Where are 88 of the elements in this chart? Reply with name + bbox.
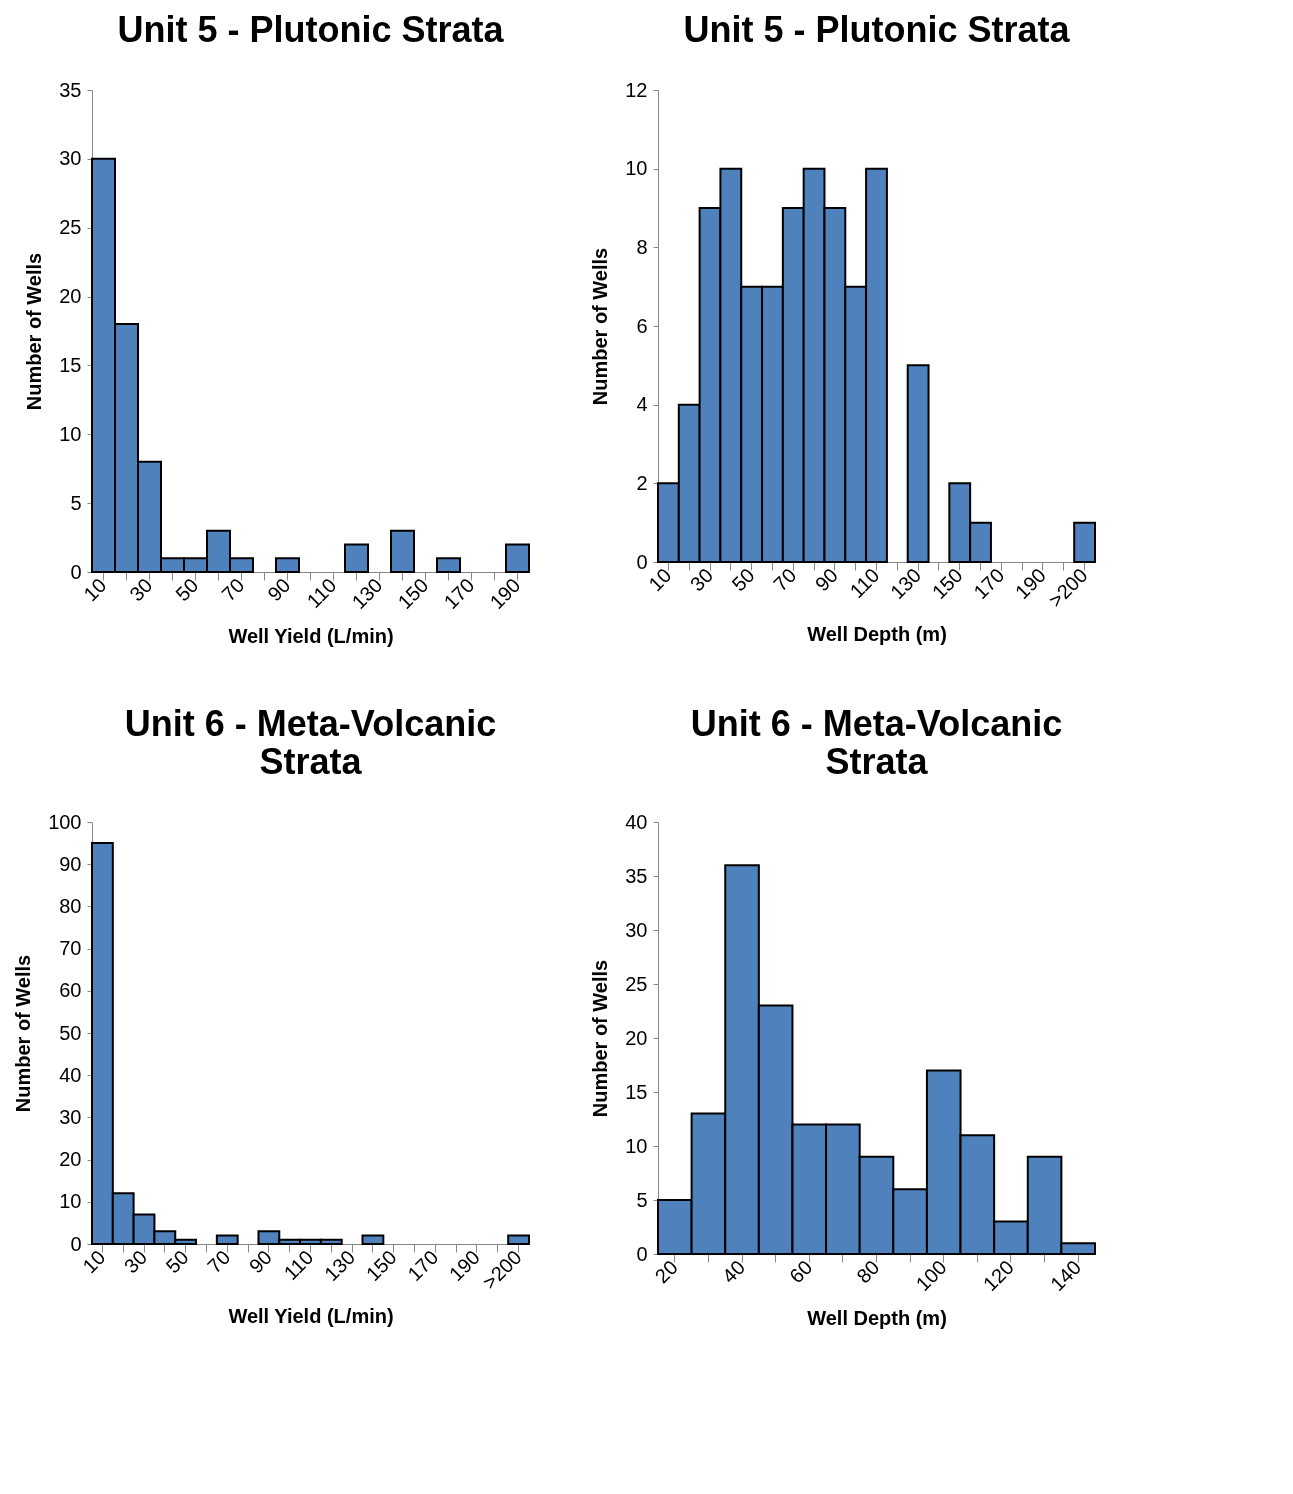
bar: [215, 1234, 239, 1245]
bar: [361, 1234, 385, 1245]
y-tick-label: 10: [59, 1190, 82, 1213]
y-tick-label: 25: [59, 216, 82, 239]
y-tick-label: 5: [636, 1188, 648, 1211]
y-axis-title: Number of Wells: [23, 252, 46, 411]
x-tick-label: 140: [1046, 1256, 1086, 1296]
x-axis-title: Well Depth (m): [807, 1307, 947, 1330]
x-tick-label: 150: [393, 574, 433, 614]
bar: [505, 543, 530, 573]
x-tick-label: 170: [439, 574, 479, 614]
y-tick-label: 0: [70, 560, 82, 583]
y-tick-label: 0: [636, 1242, 648, 1265]
y-tick-label: 40: [59, 1063, 82, 1086]
x-tick-label: 190: [485, 574, 525, 614]
x-tick-label: 30: [119, 1246, 152, 1278]
y-tick-label: 15: [625, 1080, 648, 1103]
chart-title: Unit 6 - Meta-Volcanic Strata: [690, 703, 1063, 782]
x-tick-label: 50: [727, 564, 759, 596]
y-tick-label: 40: [625, 810, 648, 833]
x-tick-label: 30: [685, 564, 718, 596]
x-tick-label: 70: [203, 1246, 235, 1278]
x-tick-label: 90: [263, 574, 295, 606]
x-tick-label: 130: [347, 574, 387, 614]
y-tick-label: 30: [59, 147, 82, 170]
x-tick-label: 110: [279, 1246, 318, 1285]
bar: [275, 557, 300, 573]
x-tick-label: 30: [125, 574, 157, 606]
x-tick-label: 100: [911, 1256, 951, 1296]
y-tick-label: 20: [625, 1026, 648, 1049]
x-tick-label: 90: [810, 564, 842, 596]
bar: [507, 1234, 530, 1245]
y-axis-title: Number of Wells: [589, 959, 612, 1118]
x-tick-label: 120: [978, 1256, 1019, 1296]
y-tick-label: 0: [70, 1232, 82, 1255]
y-tick-label: 10: [625, 157, 648, 180]
y-tick-label: 100: [48, 810, 82, 833]
chart-title: Unit 6 - Meta-Volcanic Strata: [124, 703, 497, 782]
y-tick-label: 60: [59, 979, 82, 1002]
x-tick-label: 60: [785, 1256, 817, 1288]
y-tick-label: 5: [70, 491, 82, 514]
x-tick-label: 40: [717, 1256, 750, 1288]
y-tick-label: 12: [625, 78, 648, 101]
x-tick-label: 70: [769, 564, 801, 596]
y-tick-label: 10: [625, 1134, 648, 1157]
y-tick-label: 80: [59, 894, 82, 917]
y-tick-label: 10: [59, 422, 82, 445]
x-axis-title: Well Yield (L/min): [228, 625, 394, 648]
y-tick-label: 20: [59, 1148, 82, 1171]
y-tick-label: 90: [59, 852, 82, 875]
x-tick-label: 130: [320, 1246, 360, 1286]
x-tick-label: 150: [361, 1246, 401, 1286]
x-tick-label: 50: [161, 1246, 193, 1278]
x-tick-label: 150: [927, 564, 967, 604]
y-tick-label: 0: [636, 550, 648, 573]
x-tick-label: 110: [302, 574, 341, 613]
x-tick-label: 170: [969, 564, 1009, 604]
y-tick-label: 8: [636, 235, 648, 258]
y-tick-label: 6: [636, 314, 648, 337]
y-tick-label: 4: [636, 393, 648, 416]
x-tick-label: 70: [217, 574, 249, 606]
x-axis-title: Well Depth (m): [807, 623, 947, 646]
y-tick-label: 2: [636, 471, 648, 494]
y-tick-label: 35: [625, 864, 648, 887]
y-tick-label: 15: [59, 353, 82, 376]
y-tick-label: 35: [59, 78, 82, 101]
bar: [390, 529, 415, 573]
x-tick-label: 110: [845, 564, 884, 603]
y-tick-label: 30: [59, 1105, 82, 1128]
x-axis-title: Well Yield (L/min): [228, 1305, 394, 1328]
chart-title: Unit 5 - Plutonic Strata: [117, 9, 505, 50]
x-tick-label: 80: [852, 1256, 884, 1288]
bar: [344, 543, 369, 573]
y-tick-label: 50: [59, 1021, 82, 1044]
x-tick-label: 170: [403, 1246, 443, 1286]
bar: [436, 557, 461, 573]
x-tick-label: 50: [171, 574, 203, 606]
y-axis-title: Number of Wells: [589, 247, 612, 406]
y-tick-label: 70: [59, 937, 82, 960]
x-tick-label: 130: [886, 564, 926, 604]
y-tick-label: 30: [625, 918, 648, 941]
bar: [1073, 521, 1096, 563]
bar: [906, 364, 930, 563]
x-tick-label: 90: [244, 1246, 276, 1278]
chart-title: Unit 5 - Plutonic Strata: [683, 9, 1071, 50]
y-tick-label: 20: [59, 285, 82, 308]
y-tick-label: 25: [625, 972, 648, 995]
y-axis-title: Number of Wells: [12, 954, 35, 1113]
